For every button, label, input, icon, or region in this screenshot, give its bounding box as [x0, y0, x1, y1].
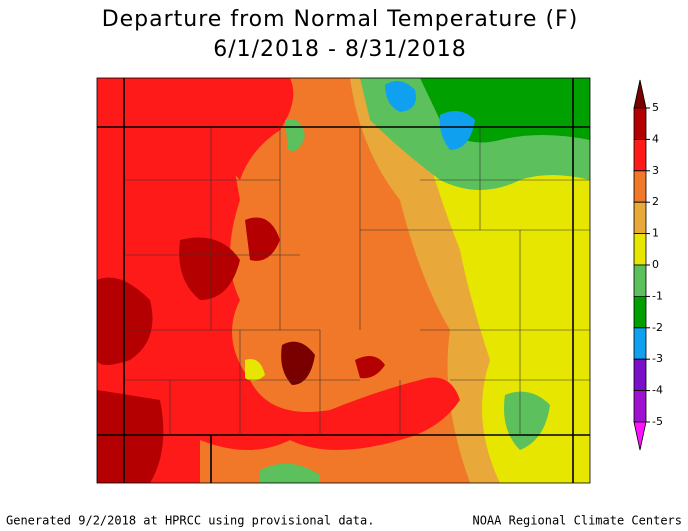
- legend-swatch: [633, 170, 647, 203]
- legend-swatch: [633, 107, 647, 140]
- legend-swatch: [633, 358, 647, 391]
- legend-swatch: [633, 139, 647, 172]
- legend-label: 3: [652, 164, 659, 177]
- legend-label: 0: [652, 258, 659, 271]
- color-legend: 5 4 3 2 1 0 -1 -2 -3 -4 -5: [633, 79, 663, 451]
- legend-swatch: [633, 79, 647, 109]
- legend-label: -5: [652, 415, 663, 428]
- legend-swatch: [633, 327, 647, 360]
- title: Departure from Normal Temperature (F): [102, 7, 579, 32]
- legend-label: -3: [652, 352, 663, 365]
- map: [96, 77, 591, 484]
- legend-label: 4: [652, 132, 659, 145]
- legend-label: -4: [652, 384, 663, 397]
- footer-left: Generated 9/2/2018 at HPRCC using provis…: [6, 514, 374, 528]
- subtitle: 6/1/2018 - 8/31/2018: [213, 37, 467, 62]
- legend-label: -1: [652, 289, 663, 302]
- legend-label: -2: [652, 321, 663, 334]
- legend-swatch: [633, 201, 647, 234]
- legend-swatch: [633, 233, 647, 266]
- footer-right: NOAA Regional Climate Centers: [472, 514, 682, 528]
- legend-swatch: [633, 390, 647, 423]
- legend-swatch: [633, 296, 647, 329]
- legend-swatch: [633, 421, 647, 451]
- legend-label: 5: [652, 101, 659, 114]
- legend-label: 2: [652, 195, 659, 208]
- legend-label: 1: [652, 227, 659, 240]
- legend-swatch: [633, 264, 647, 297]
